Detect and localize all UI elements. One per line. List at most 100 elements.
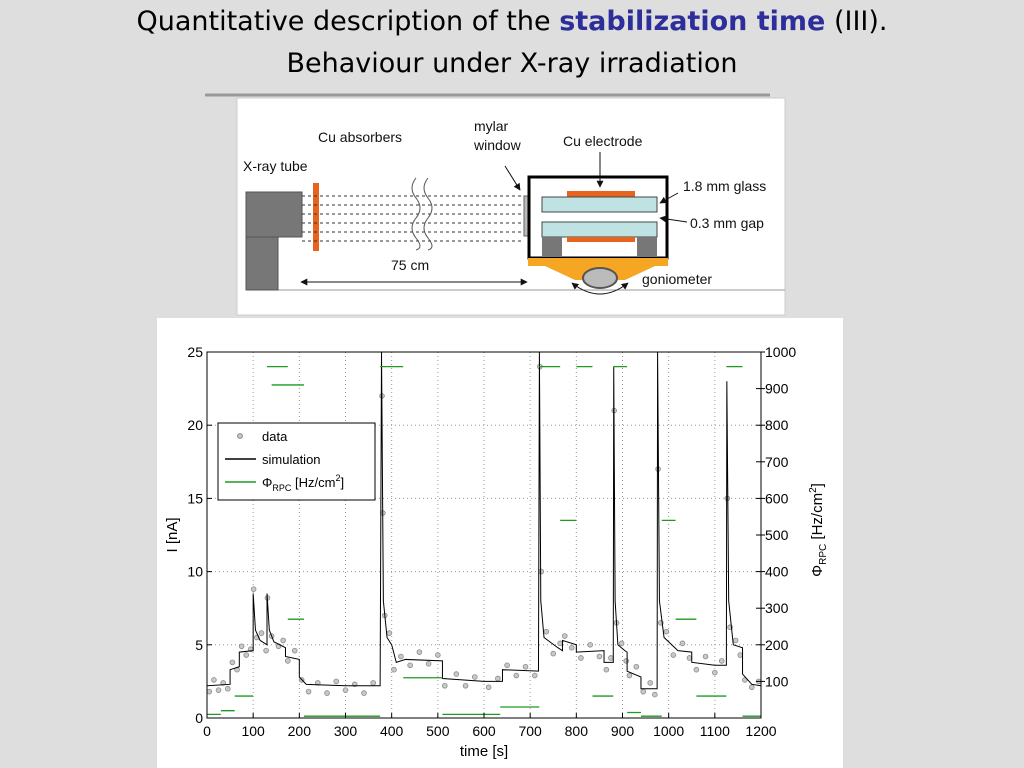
- data-point: [712, 669, 718, 676]
- xray-tube-body: [245, 236, 279, 291]
- diagram-label: 0.3 mm gap: [690, 215, 764, 231]
- data-point: [441, 682, 448, 689]
- y-tick-label: 10: [187, 564, 203, 580]
- data-point: [513, 672, 520, 679]
- data-point: [305, 688, 312, 695]
- data-point: [370, 680, 377, 686]
- x-tick-label: 100: [241, 723, 265, 739]
- data-point: [561, 633, 568, 639]
- legend-label: data: [262, 429, 288, 444]
- data-point: [407, 662, 413, 669]
- slide-title: Quantitative description of the stabiliz…: [136, 6, 887, 37]
- diagram-label: Cu absorbers: [318, 129, 402, 145]
- y-tick-label: 0: [195, 710, 203, 726]
- data-point: [504, 662, 510, 669]
- y-tick-label: 25: [187, 344, 203, 360]
- data-point: [679, 640, 686, 647]
- data-point: [670, 652, 677, 658]
- spacer: [542, 237, 562, 257]
- diagram-label: 75 cm: [391, 257, 429, 273]
- data-point: [686, 655, 693, 661]
- y2-tick-label: 900: [765, 381, 789, 397]
- data-point: [640, 688, 647, 695]
- beam-break: [411, 177, 433, 251]
- legend-label-part: [Hz/cm: [291, 475, 335, 490]
- data-point: [238, 643, 245, 650]
- data-point: [568, 644, 575, 651]
- legend-label-part: 2: [335, 473, 340, 483]
- legend-label-part: simulation: [262, 452, 321, 467]
- x-tick-label: 700: [518, 723, 542, 739]
- data-point: [737, 652, 744, 658]
- data-point: [324, 690, 330, 696]
- data-point: [211, 677, 217, 683]
- data-point: [425, 661, 432, 667]
- data-point: [258, 630, 265, 636]
- title-part: Quantitative description of the: [136, 6, 559, 37]
- data-point: [603, 666, 610, 673]
- y2-label-part: Φ: [809, 565, 826, 577]
- data-point: [596, 653, 603, 660]
- x-tick-label: 600: [472, 723, 496, 739]
- flux-line: [207, 365, 761, 717]
- data-point: [263, 647, 269, 654]
- y2-tick-label: 800: [765, 417, 789, 433]
- data-point: [647, 680, 653, 686]
- setup-diagram: Cu absorbers mylar window Cu electrode X…: [236, 97, 786, 316]
- y2-tick-label: 100: [765, 673, 789, 689]
- chart: 0 100 200 300 400 500 600 700 800 900 1000 1100 1200…: [157, 318, 843, 768]
- data-point: [435, 652, 441, 658]
- legend-label-part: Φ: [262, 475, 272, 490]
- x-tick-label: 800: [565, 723, 589, 739]
- y2-label-part: RPC: [818, 544, 829, 565]
- y-tick-label: 20: [187, 417, 203, 433]
- data-point: [618, 640, 625, 647]
- x-tick-label: 500: [426, 723, 450, 739]
- data-point: [626, 672, 633, 679]
- y2-tick-label: 400: [765, 564, 789, 580]
- title-highlight: stabilization time: [559, 6, 825, 37]
- x-tick-label: 400: [380, 723, 404, 739]
- data-point: [663, 628, 670, 635]
- legend-marker: [237, 433, 243, 439]
- y2-tick-label: 300: [765, 600, 789, 616]
- data-point: [724, 495, 731, 502]
- diagram-label: X-ray tube: [243, 158, 308, 174]
- data-point: [485, 684, 492, 691]
- legend: data simulation ΦRPC [Hz/cm2]: [217, 422, 376, 501]
- data-point: [732, 637, 739, 644]
- y-tick-label: 15: [187, 490, 203, 506]
- y2-label-part: [Hz/cm: [809, 493, 826, 544]
- y2-tick-label: 1000: [765, 344, 796, 360]
- data-point: [314, 680, 321, 686]
- legend-label-part: ]: [340, 475, 344, 490]
- y2-tick-label: 200: [765, 637, 789, 653]
- beam: [302, 195, 522, 242]
- data-point: [652, 691, 658, 698]
- data-point: [633, 663, 640, 670]
- data-point: [495, 675, 501, 682]
- absorber: [313, 183, 319, 251]
- chart-panel: [157, 318, 843, 768]
- data-point: [531, 672, 538, 679]
- legend-label-part: RPC: [272, 483, 292, 493]
- electrode: [567, 237, 635, 242]
- x-tick-label: 900: [611, 723, 635, 739]
- data-point: [280, 637, 286, 644]
- x-tick-label: 300: [334, 723, 358, 739]
- y2-tick-label: 500: [765, 527, 789, 543]
- diagram-label: mylar: [474, 118, 509, 134]
- data-point: [608, 655, 614, 661]
- goniometer: [582, 267, 618, 289]
- data-point: [284, 658, 291, 664]
- pointer: [659, 192, 679, 204]
- data-point: [550, 650, 557, 657]
- x-tick-label: 0: [203, 723, 211, 739]
- data-point: [250, 586, 257, 592]
- data-point: [538, 568, 545, 575]
- data-point: [702, 653, 709, 660]
- x-tick-label: 1200: [745, 723, 776, 739]
- spacer: [637, 237, 657, 257]
- x-tick-label: 1000: [653, 723, 684, 739]
